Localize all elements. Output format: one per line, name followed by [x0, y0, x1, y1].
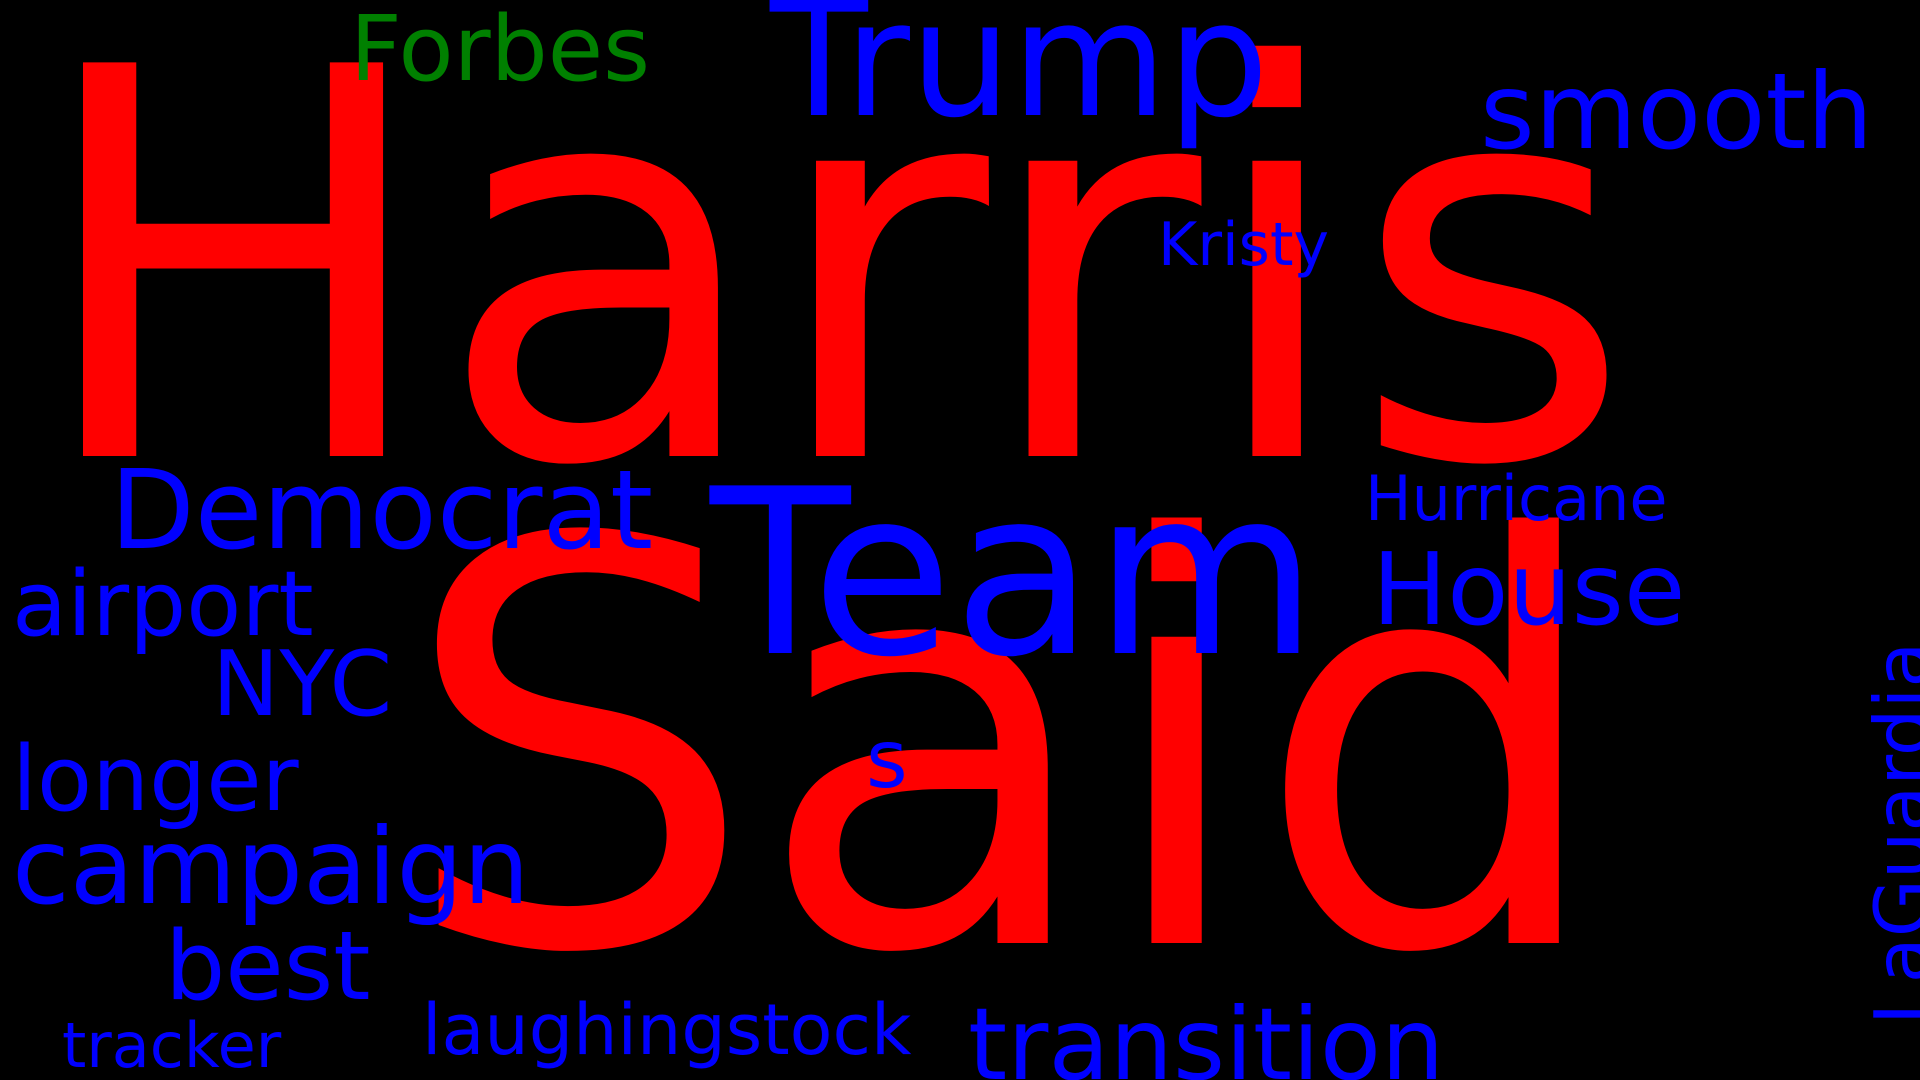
word-said: Said: [400, 424, 1610, 1076]
word-airport: airport: [12, 552, 314, 657]
word-campaign: campaign: [12, 806, 530, 928]
word-nyc: NYC: [212, 632, 393, 737]
word-democrat: Democrat: [110, 446, 654, 574]
word-kristy: Kristy: [1158, 210, 1329, 280]
word-trump: Trump: [770, 0, 1269, 153]
word-tracker: tracker: [62, 1009, 282, 1080]
word-house: House: [1372, 531, 1686, 648]
word-s: s: [866, 713, 908, 806]
word-laguardia: LaGuardia: [1858, 641, 1920, 1025]
word-hurricane: Hurricane: [1365, 462, 1668, 535]
word-transition: transition: [968, 986, 1445, 1080]
word-laughingstock: laughingstock: [422, 989, 912, 1071]
word-harris: Harris: [30, 0, 1633, 584]
word-team: Team: [710, 441, 1318, 708]
word-smooth: smooth: [1480, 51, 1874, 173]
word-longer: longer: [12, 727, 299, 832]
word-forbes: Forbes: [350, 0, 651, 102]
word-best: best: [165, 912, 371, 1022]
